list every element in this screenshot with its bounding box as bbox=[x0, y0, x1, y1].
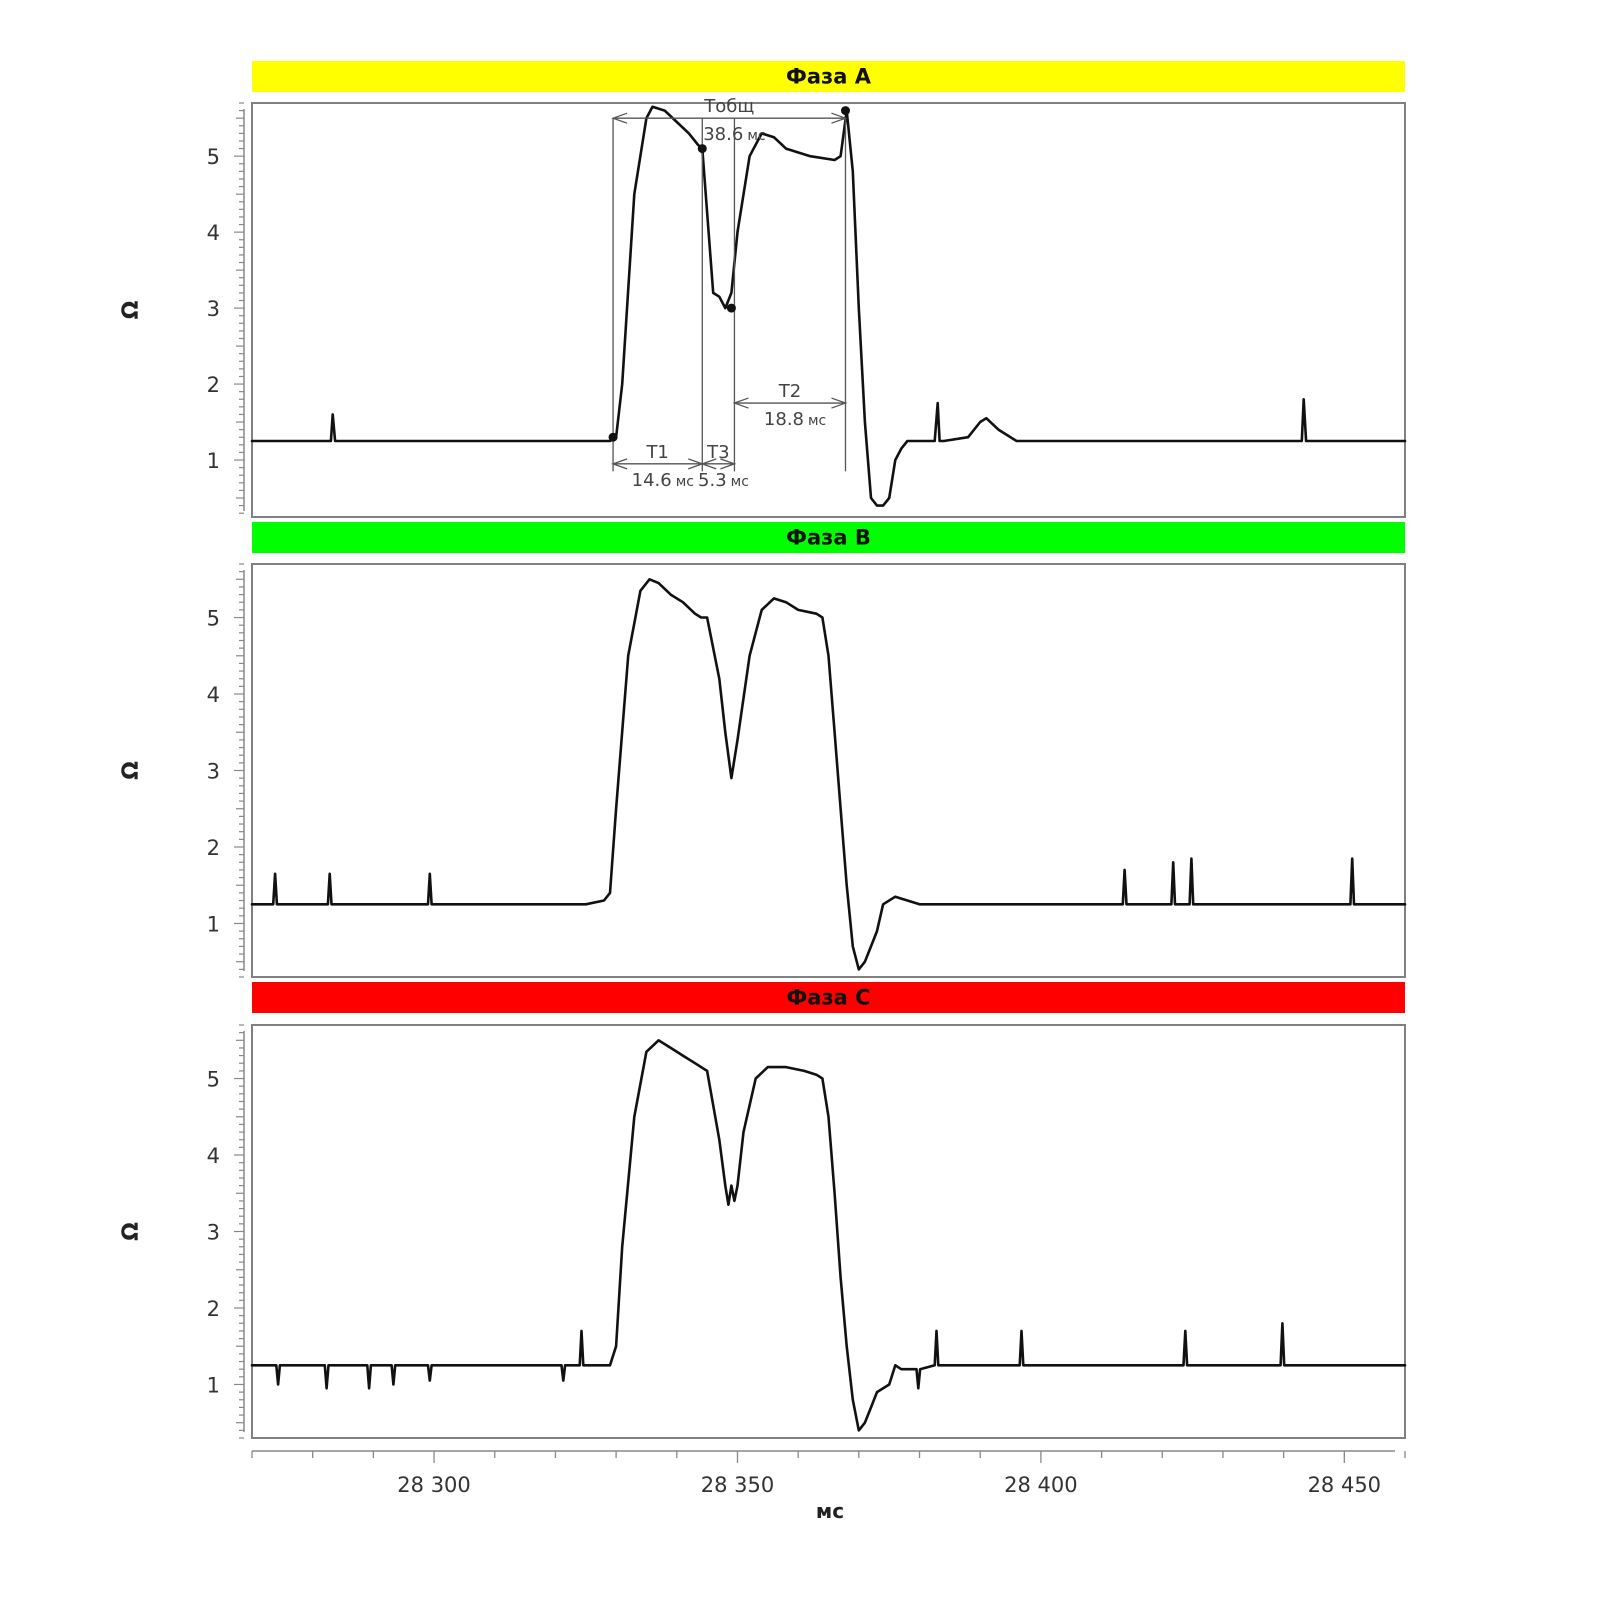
series-line bbox=[250, 1039, 1407, 1432]
phase-title: Фаза B bbox=[786, 526, 871, 550]
phase-title-bar bbox=[252, 522, 1405, 553]
point-marker bbox=[840, 106, 850, 116]
series-line bbox=[250, 105, 1407, 507]
x-axis-label: мс bbox=[816, 1499, 844, 1523]
arrow-left-icon bbox=[732, 397, 749, 409]
y-axis-label: Ω bbox=[119, 761, 144, 780]
y-tick-label: 4 bbox=[207, 1144, 220, 1168]
y-tick-label: 3 bbox=[207, 760, 220, 784]
y-tick-label: 4 bbox=[207, 221, 220, 245]
measurement-0: Тобщ 38.6 мс bbox=[611, 96, 848, 145]
y-axis-label: Ω bbox=[119, 300, 144, 319]
y-tick-label: 4 bbox=[207, 683, 220, 707]
x-tick-label: 28 400 bbox=[1004, 1473, 1077, 1497]
arrow-right-icon bbox=[831, 112, 848, 124]
measure-value: 5.3 bbox=[698, 470, 727, 491]
measure-label: Тобщ bbox=[703, 96, 754, 117]
phase-title: Фаза C bbox=[786, 986, 870, 1010]
measure-unit: мс bbox=[731, 474, 749, 490]
y-tick-label: 5 bbox=[207, 145, 220, 169]
y-tick-label: 1 bbox=[207, 449, 220, 473]
plot-frame bbox=[251, 563, 1406, 978]
measure-label: T1 bbox=[645, 442, 668, 463]
x-tick-label: 28 450 bbox=[1308, 1473, 1381, 1497]
x-tick-label: 28 350 bbox=[701, 1473, 774, 1497]
measure-value: 38.6 bbox=[703, 124, 743, 145]
arrow-left-icon bbox=[700, 458, 717, 470]
arrow-right-icon bbox=[720, 458, 737, 470]
point-marker bbox=[608, 432, 618, 442]
series-line bbox=[250, 577, 1407, 971]
y-tick-label: 2 bbox=[207, 1297, 220, 1321]
arrow-left-icon bbox=[611, 112, 628, 124]
measurement-2: T3 5.3 мс bbox=[698, 442, 749, 491]
y-tick-label: 2 bbox=[207, 836, 220, 860]
measurement-3: T2 18.8 мс bbox=[732, 381, 848, 430]
arrow-right-icon bbox=[831, 397, 848, 409]
measure-value: 18.8 bbox=[764, 409, 804, 430]
y-tick-label: 3 bbox=[207, 1221, 220, 1245]
y-tick-label: 3 bbox=[207, 297, 220, 321]
measure-unit: мс bbox=[747, 128, 765, 144]
phase-panel-2: Фаза C 1 2 3 4 5 Ω bbox=[119, 982, 1407, 1439]
measure-label: T2 bbox=[778, 381, 801, 402]
point-marker bbox=[697, 144, 707, 154]
phase-panel-1: Фаза B 1 2 3 4 5 Ω bbox=[119, 522, 1407, 978]
phase-title: Фаза A bbox=[786, 65, 872, 89]
x-tick-label: 28 300 bbox=[397, 1473, 470, 1497]
y-tick-label: 2 bbox=[207, 373, 220, 397]
point-marker bbox=[726, 303, 736, 313]
y-tick-label: 1 bbox=[207, 912, 220, 936]
y-tick-label: 5 bbox=[207, 607, 220, 631]
arrow-left-icon bbox=[611, 458, 628, 470]
plot-frame bbox=[251, 1024, 1406, 1439]
y-tick-label: 1 bbox=[207, 1373, 220, 1397]
y-axis-label: Ω bbox=[119, 1222, 144, 1241]
measure-unit: мс bbox=[676, 474, 694, 490]
measure-unit: мс bbox=[808, 413, 826, 429]
phase-title-bar bbox=[252, 61, 1405, 92]
measure-value: 14.6 bbox=[632, 470, 672, 491]
plot-frame bbox=[251, 102, 1406, 518]
phase-title-bar bbox=[252, 982, 1405, 1013]
measure-label: T3 bbox=[706, 442, 729, 463]
y-tick-label: 5 bbox=[207, 1068, 220, 1092]
